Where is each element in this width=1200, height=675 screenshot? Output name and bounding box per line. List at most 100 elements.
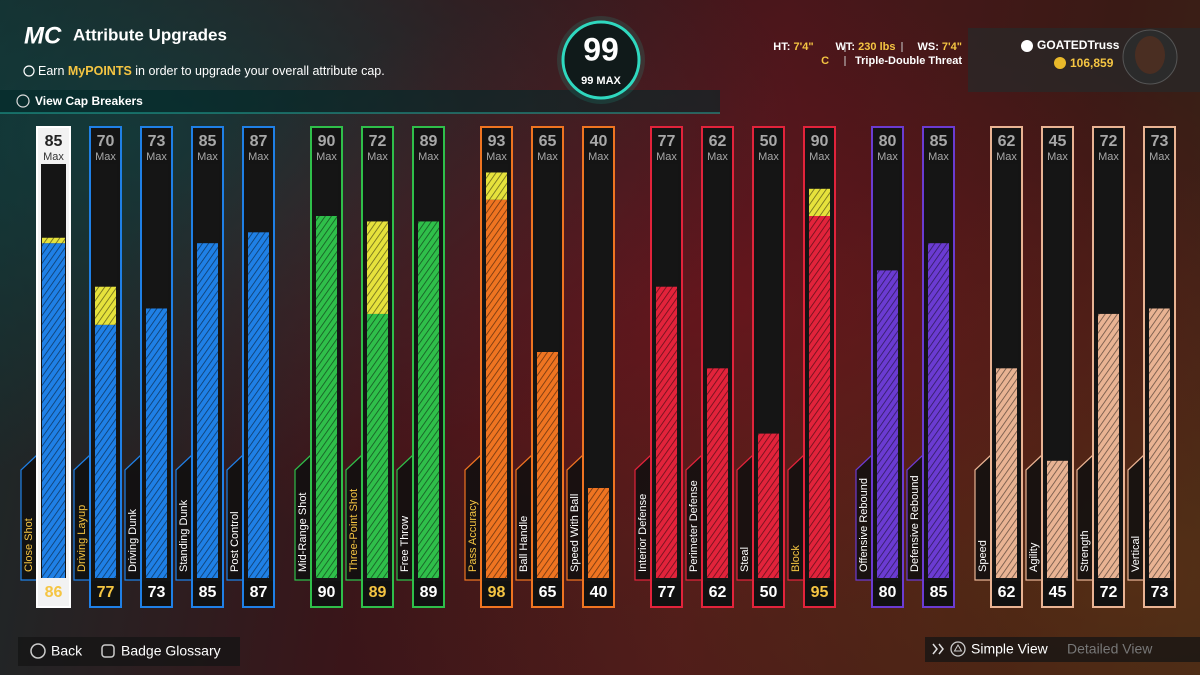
- player-name: GOATEDTruss: [1037, 38, 1120, 52]
- attribute-bar: [537, 352, 558, 578]
- attribute-value: 62: [998, 584, 1016, 601]
- attribute-bar: [418, 221, 439, 578]
- avatar-face: [1135, 36, 1165, 74]
- max-value: 65: [539, 133, 557, 150]
- attribute-value: 50: [760, 584, 778, 601]
- attribute-bar: [758, 433, 779, 578]
- attribute-value: 72: [1100, 584, 1118, 601]
- attribute-name: Block: [790, 545, 802, 572]
- attribute-value: 73: [148, 584, 166, 601]
- attribute-value: 89: [369, 584, 387, 601]
- max-value: 90: [318, 133, 336, 150]
- attribute-name: Defensive Rebound: [909, 475, 921, 572]
- attribute-name: Strength: [1079, 530, 1091, 572]
- max-value: 70: [97, 133, 115, 150]
- attribute-name: Agility: [1028, 542, 1040, 572]
- max-label: Max: [43, 151, 64, 163]
- value-box: [1043, 581, 1072, 606]
- max-label: Max: [758, 151, 779, 163]
- r3-icon[interactable]: [16, 94, 30, 108]
- simple-view-tab[interactable]: Simple View: [971, 641, 1049, 657]
- value-box: [91, 581, 120, 606]
- screen-title: Attribute Upgrades: [73, 25, 227, 44]
- max-value: 85: [930, 133, 948, 150]
- upgrade-bar: [367, 221, 388, 314]
- overall-ring: [561, 20, 641, 100]
- attribute-name: Mid-Range Shot: [297, 493, 309, 573]
- value-box: [193, 581, 222, 606]
- max-label: Max: [537, 151, 558, 163]
- attribute-bar: [95, 324, 116, 578]
- position: C: [821, 55, 829, 67]
- max-label: Max: [1047, 151, 1068, 163]
- attribute-name: Speed: [977, 540, 989, 572]
- attribute-name: Post Control: [229, 511, 241, 572]
- max-label: Max: [146, 151, 167, 163]
- max-label: Max: [809, 151, 830, 163]
- glossary-button[interactable]: Badge Glossary: [121, 643, 221, 659]
- value-box: [754, 581, 783, 606]
- max-value: 50: [760, 133, 778, 150]
- max-value: 85: [45, 133, 63, 150]
- cap-breakers-strip: [0, 90, 720, 113]
- attribute-bar: [146, 308, 167, 578]
- circle-button-icon: [30, 643, 46, 659]
- value-box: [1094, 581, 1123, 606]
- max-value: 87: [250, 133, 268, 150]
- max-value: 40: [590, 133, 608, 150]
- attribute-bar: [1047, 460, 1068, 578]
- attribute-bar: [588, 488, 609, 578]
- attribute-name: Free Throw: [399, 516, 411, 572]
- attribute-name: Pass Accuracy: [467, 499, 479, 572]
- cap-breakers-button[interactable]: View Cap Breakers: [35, 94, 143, 108]
- max-value: 93: [488, 133, 506, 150]
- player-build: C Triple-Double Threat: [821, 55, 962, 67]
- value-box: [873, 581, 902, 606]
- attribute-bar: [928, 243, 949, 578]
- logo: MC: [24, 22, 62, 49]
- square-button-icon: [101, 644, 115, 658]
- max-label: Max: [1098, 151, 1119, 163]
- info-icon: [23, 65, 35, 77]
- info-text: Earn MyPOINTS in order to upgrade your o…: [38, 64, 385, 78]
- attribute-value: 62: [709, 584, 727, 601]
- attribute-value: 98: [488, 584, 506, 601]
- attribute-name: Interior Defense: [637, 494, 649, 572]
- max-value: 80: [879, 133, 897, 150]
- attribute-bar: [656, 286, 677, 578]
- triangle-glyph: [953, 644, 963, 652]
- attribute-bar: [486, 199, 507, 578]
- attribute-value: 85: [930, 584, 948, 601]
- weight: 230 lbs: [858, 41, 895, 53]
- max-label: Max: [707, 151, 728, 163]
- attribute-name: Driving Dunk: [127, 509, 139, 572]
- coin-icon: [1054, 57, 1066, 69]
- max-label: Max: [418, 151, 439, 163]
- attribute-name: Steal: [739, 547, 751, 572]
- value-box: [1145, 581, 1174, 606]
- ht-label: HT:: [773, 41, 790, 53]
- footer-left: [18, 637, 240, 666]
- value-box: [924, 581, 953, 606]
- max-value: 77: [658, 133, 676, 150]
- attribute-name: Close Shot: [23, 518, 35, 572]
- max-label: Max: [996, 151, 1017, 163]
- max-label: Max: [95, 151, 116, 163]
- attribute-bar: [809, 216, 830, 578]
- max-label: Max: [588, 151, 609, 163]
- attribute-value: 77: [97, 584, 115, 601]
- overall-label: 99 MAX: [581, 75, 621, 87]
- attribute-bar: [877, 270, 898, 578]
- attribute-bar: [316, 216, 337, 578]
- archetype: Triple-Double Threat: [855, 55, 962, 67]
- attribute-bar: [996, 368, 1017, 578]
- detailed-view-tab[interactable]: Detailed View: [1067, 641, 1153, 657]
- value-box: [703, 581, 732, 606]
- max-value: 72: [369, 133, 387, 150]
- attribute-value: 87: [250, 584, 268, 601]
- max-label: Max: [248, 151, 269, 163]
- info-suffix: in order to upgrade your overall attribu…: [135, 64, 384, 78]
- back-button[interactable]: Back: [51, 643, 83, 659]
